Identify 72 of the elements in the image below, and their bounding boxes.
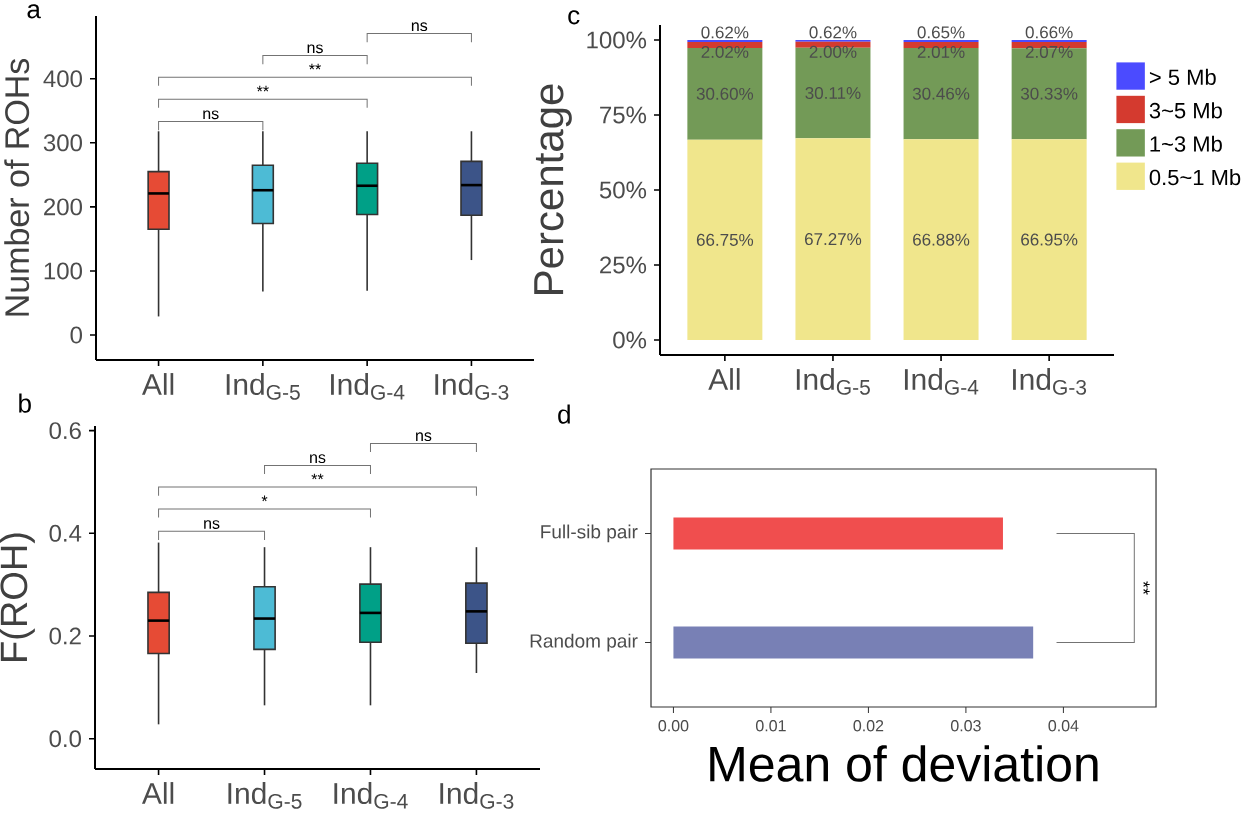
data-label: 66.88%	[913, 233, 970, 246]
annotation: ns	[416, 432, 432, 442]
chart-title: a	[27, 4, 41, 19]
y-tick-label: 50%	[599, 181, 647, 199]
data-label: 0.62%	[809, 26, 857, 39]
annotation: **	[1143, 581, 1150, 595]
data-label: 2.02%	[701, 45, 749, 58]
x-axis-title: Mean of deviation	[710, 745, 1098, 782]
y-tick-label: Full-sib pair	[541, 524, 638, 543]
data-label: 0.65%	[917, 26, 965, 39]
y-tick-label: 25%	[600, 256, 647, 274]
x-tick-label: Ind$_{G-4}$	[904, 368, 979, 395]
y-tick-label: 0.2	[49, 627, 81, 645]
annotation: **	[256, 85, 269, 92]
y-axis-title: Percentage	[534, 84, 572, 294]
annotation: ns	[204, 520, 220, 529]
x-tick-label: 0.03	[950, 720, 981, 732]
y-tick-label: 100%	[587, 31, 647, 49]
y-tick-label: Random pair	[530, 633, 638, 652]
annotation: **	[309, 63, 321, 70]
x-tick-label: Ind$_{G-3}$	[440, 782, 514, 809]
annotation: ns	[307, 44, 323, 54]
data-label: 2.01%	[917, 45, 965, 58]
y-tick-label: 0.4	[49, 524, 82, 542]
data-label: 30.46%	[912, 87, 970, 100]
y-tick-label: 0	[70, 326, 83, 344]
chart-title: b	[19, 393, 31, 413]
data-label: 0.66%	[1025, 26, 1073, 39]
y-tick-label: 75%	[600, 106, 647, 124]
x-tick-label: All	[141, 373, 174, 395]
x-tick-label: 0.01	[755, 720, 786, 732]
y-axis-title: Number of ROHs	[4, 58, 30, 316]
chart-title: c	[568, 10, 580, 25]
y-tick-label: 200	[44, 198, 82, 216]
y-tick-label: 400	[43, 70, 82, 88]
x-tick-label: 0.04	[1048, 720, 1079, 732]
data-label: 2.07%	[1025, 45, 1073, 58]
x-tick-label: Ind$_{G-5}$	[226, 373, 300, 400]
data-label: 66.75%	[696, 233, 754, 246]
y-tick-label: 300	[43, 134, 82, 152]
data-label: 66.95%	[1021, 233, 1078, 246]
chart-title: d	[558, 404, 570, 424]
legend-label: > 5 Mb	[1149, 68, 1216, 86]
y-tick-label: 100	[44, 262, 82, 280]
data-label: 67.27%	[805, 233, 862, 246]
annotation: ns	[411, 22, 428, 32]
x-tick-label: Ind$_{G-4}$	[334, 782, 408, 809]
x-tick-label: Ind$_{G-4}$	[331, 373, 405, 400]
annotation: **	[311, 473, 324, 480]
x-tick-label: Ind$_{G-5}$	[796, 368, 870, 395]
x-tick-label: All	[708, 368, 740, 390]
data-label: 2.00%	[809, 45, 857, 58]
x-tick-label: 0.02	[853, 720, 884, 732]
y-tick-label: 0.0	[49, 730, 82, 748]
y-axis-title: F(ROH)	[0, 533, 35, 661]
data-label: 30.60%	[696, 87, 754, 100]
data-label: 30.11%	[805, 87, 861, 100]
x-tick-label: Ind$_{G-5}$	[228, 782, 302, 809]
annotation: ns	[310, 454, 326, 464]
legend-label: 0.5~1 Mb	[1149, 169, 1241, 186]
annotation: *	[261, 495, 268, 502]
y-tick-label: 0%	[613, 331, 647, 349]
data-label: 30.33%	[1020, 87, 1078, 100]
y-tick-label: 0.6	[49, 422, 81, 440]
x-tick-label: All	[141, 782, 174, 804]
x-tick-label: Ind$_{G-3}$	[1013, 368, 1087, 395]
legend-label: 1~3 Mb	[1150, 135, 1222, 152]
annotation: ns	[203, 110, 219, 120]
legend-label: 3~5 Mb	[1149, 102, 1222, 119]
data-label: 0.62%	[701, 26, 749, 39]
x-tick-label: 0.00	[658, 720, 689, 732]
x-tick-label: Ind$_{G-3}$	[435, 373, 509, 400]
